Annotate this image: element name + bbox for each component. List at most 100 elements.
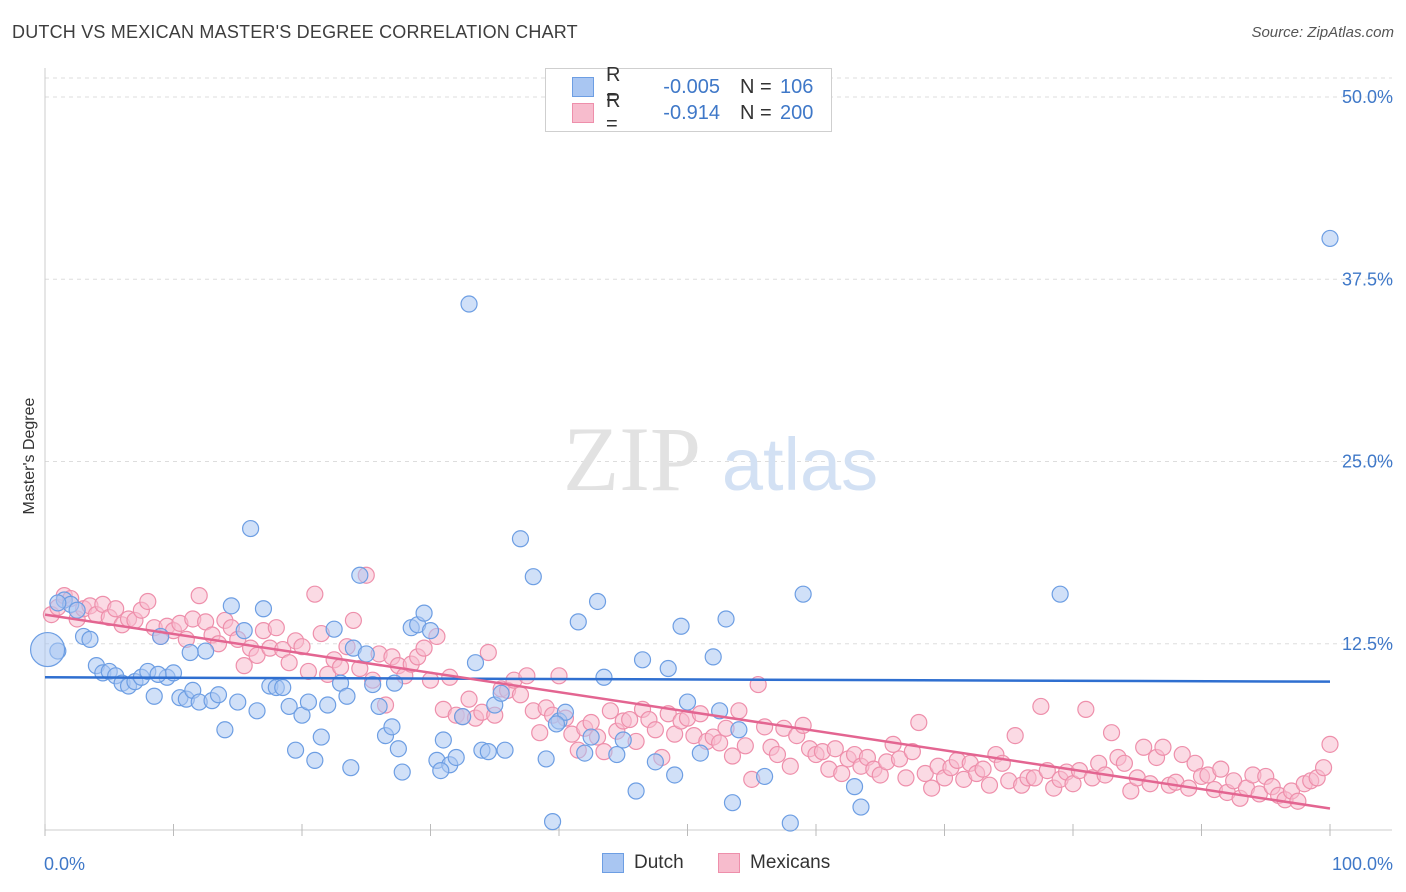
mexicans-point [460, 690, 478, 708]
mexicans-point [235, 657, 253, 675]
mexicans-point [1135, 738, 1153, 756]
dutch-point [383, 718, 401, 736]
watermark: ZIP atlas [563, 408, 878, 510]
dutch-point [627, 782, 645, 800]
dutch-trend-line [44, 676, 1331, 683]
dutch-point [582, 728, 600, 746]
dutch-point [666, 766, 684, 784]
dutch-point [547, 715, 566, 733]
dutch-point [370, 697, 388, 716]
dutch-point [543, 813, 562, 831]
dutch-point [454, 708, 472, 726]
dutch-point [306, 751, 324, 769]
mexicans-point [267, 619, 285, 637]
mexicans-point [1321, 735, 1339, 753]
dutch-point [852, 798, 870, 816]
mexicans-point [910, 713, 928, 732]
dutch-point [216, 721, 234, 739]
dutch-point [691, 744, 709, 762]
dutch-n-value: 106 [780, 75, 814, 98]
mexicans-point [107, 600, 125, 618]
dutch-point [845, 778, 864, 796]
legend-dutch-swatch [602, 853, 624, 873]
dutch-point [466, 654, 485, 672]
mexicans-point [351, 659, 369, 678]
mexicans-point [415, 639, 433, 657]
dutch-swatch [572, 77, 594, 97]
legend-mexicans-label: Mexicans [750, 852, 831, 873]
dutch-point [29, 631, 66, 668]
dutch-point [723, 794, 742, 812]
dutch-point [556, 703, 575, 721]
mexicans-point [582, 713, 600, 732]
mexicans-point [1102, 724, 1121, 742]
mexicans-point [479, 643, 497, 662]
dutch-point [222, 597, 240, 615]
dutch-point [434, 731, 452, 749]
dutch-point [511, 530, 530, 548]
dutch-point [235, 622, 253, 640]
dutch-point [312, 728, 330, 746]
dutch-point [1321, 229, 1339, 248]
mexicans-point [1212, 760, 1230, 778]
mexicans-point [299, 662, 318, 681]
dutch-point [460, 295, 478, 313]
mexicans-point [306, 585, 324, 603]
x-tick-label-max: 100.0% [1332, 854, 1393, 874]
mexicans-point [293, 638, 311, 656]
dutch-point [338, 687, 356, 705]
mexicans-point [190, 587, 208, 605]
dutch-point [704, 648, 722, 666]
mexicans-point [280, 654, 298, 672]
y-tick-label: 25.0% [1342, 452, 1393, 472]
dutch-point [537, 750, 555, 768]
mexicans-trend-line [44, 613, 1331, 810]
chart-source: Source: ZipAtlas.com [1251, 24, 1394, 41]
dutch-n-label: N = [740, 75, 772, 98]
dutch-point [357, 645, 375, 663]
dutch-point [351, 566, 369, 584]
dutch-point [197, 642, 215, 660]
dutch-point [659, 659, 677, 678]
mexicans-point [331, 658, 350, 676]
mexicans-point [1006, 727, 1024, 745]
dutch-point [479, 743, 497, 761]
mexicans-point [723, 747, 742, 765]
dutch-point [325, 620, 343, 638]
trend-lines [44, 613, 1331, 810]
y-axis-label: Master's Degree [21, 397, 38, 514]
mexicans-point [980, 776, 999, 794]
mexicans-n-value: 200 [780, 101, 814, 124]
dutch-point [248, 702, 266, 720]
watermark-atlas: atlas [722, 423, 878, 506]
stats-row-mexicans: R = -0.914 N = 200 [572, 90, 820, 135]
legend-item-dutch[interactable]: Dutch [602, 852, 684, 874]
dutch-point [242, 519, 260, 538]
mexicans-point [1115, 754, 1134, 772]
mexicans-point [621, 710, 639, 729]
dutch-point [595, 668, 613, 686]
dutch-point [319, 696, 337, 714]
dutch-point [181, 643, 199, 662]
legend-item-mexicans[interactable]: Mexicans [718, 852, 830, 874]
mexicans-point [903, 743, 921, 761]
axes [44, 68, 1392, 836]
dutch-point [364, 675, 382, 694]
dutch-point [614, 731, 632, 749]
chart-title: DUTCH VS MEXICAN MASTER'S DEGREE CORRELA… [12, 22, 578, 42]
mexicans-point [1025, 769, 1044, 787]
dutch-r-value: -0.005 [663, 75, 720, 98]
mexicans-point [736, 737, 754, 755]
tick-labels: 12.5% 25.0% 37.5% 50.0% 0.0% 100.0% [44, 87, 1393, 874]
dutch-point [342, 759, 360, 777]
dutch-point [145, 687, 163, 705]
mexicans-point [826, 740, 844, 758]
dutch-point [672, 617, 690, 635]
dutch-point [730, 721, 748, 739]
watermark-zip: ZIP [563, 408, 701, 510]
mexicans-point [531, 724, 549, 742]
mexicans-point [768, 745, 787, 764]
mexicans-point [1173, 745, 1191, 764]
dutch-point [608, 745, 626, 764]
mexicans-point [601, 702, 620, 720]
